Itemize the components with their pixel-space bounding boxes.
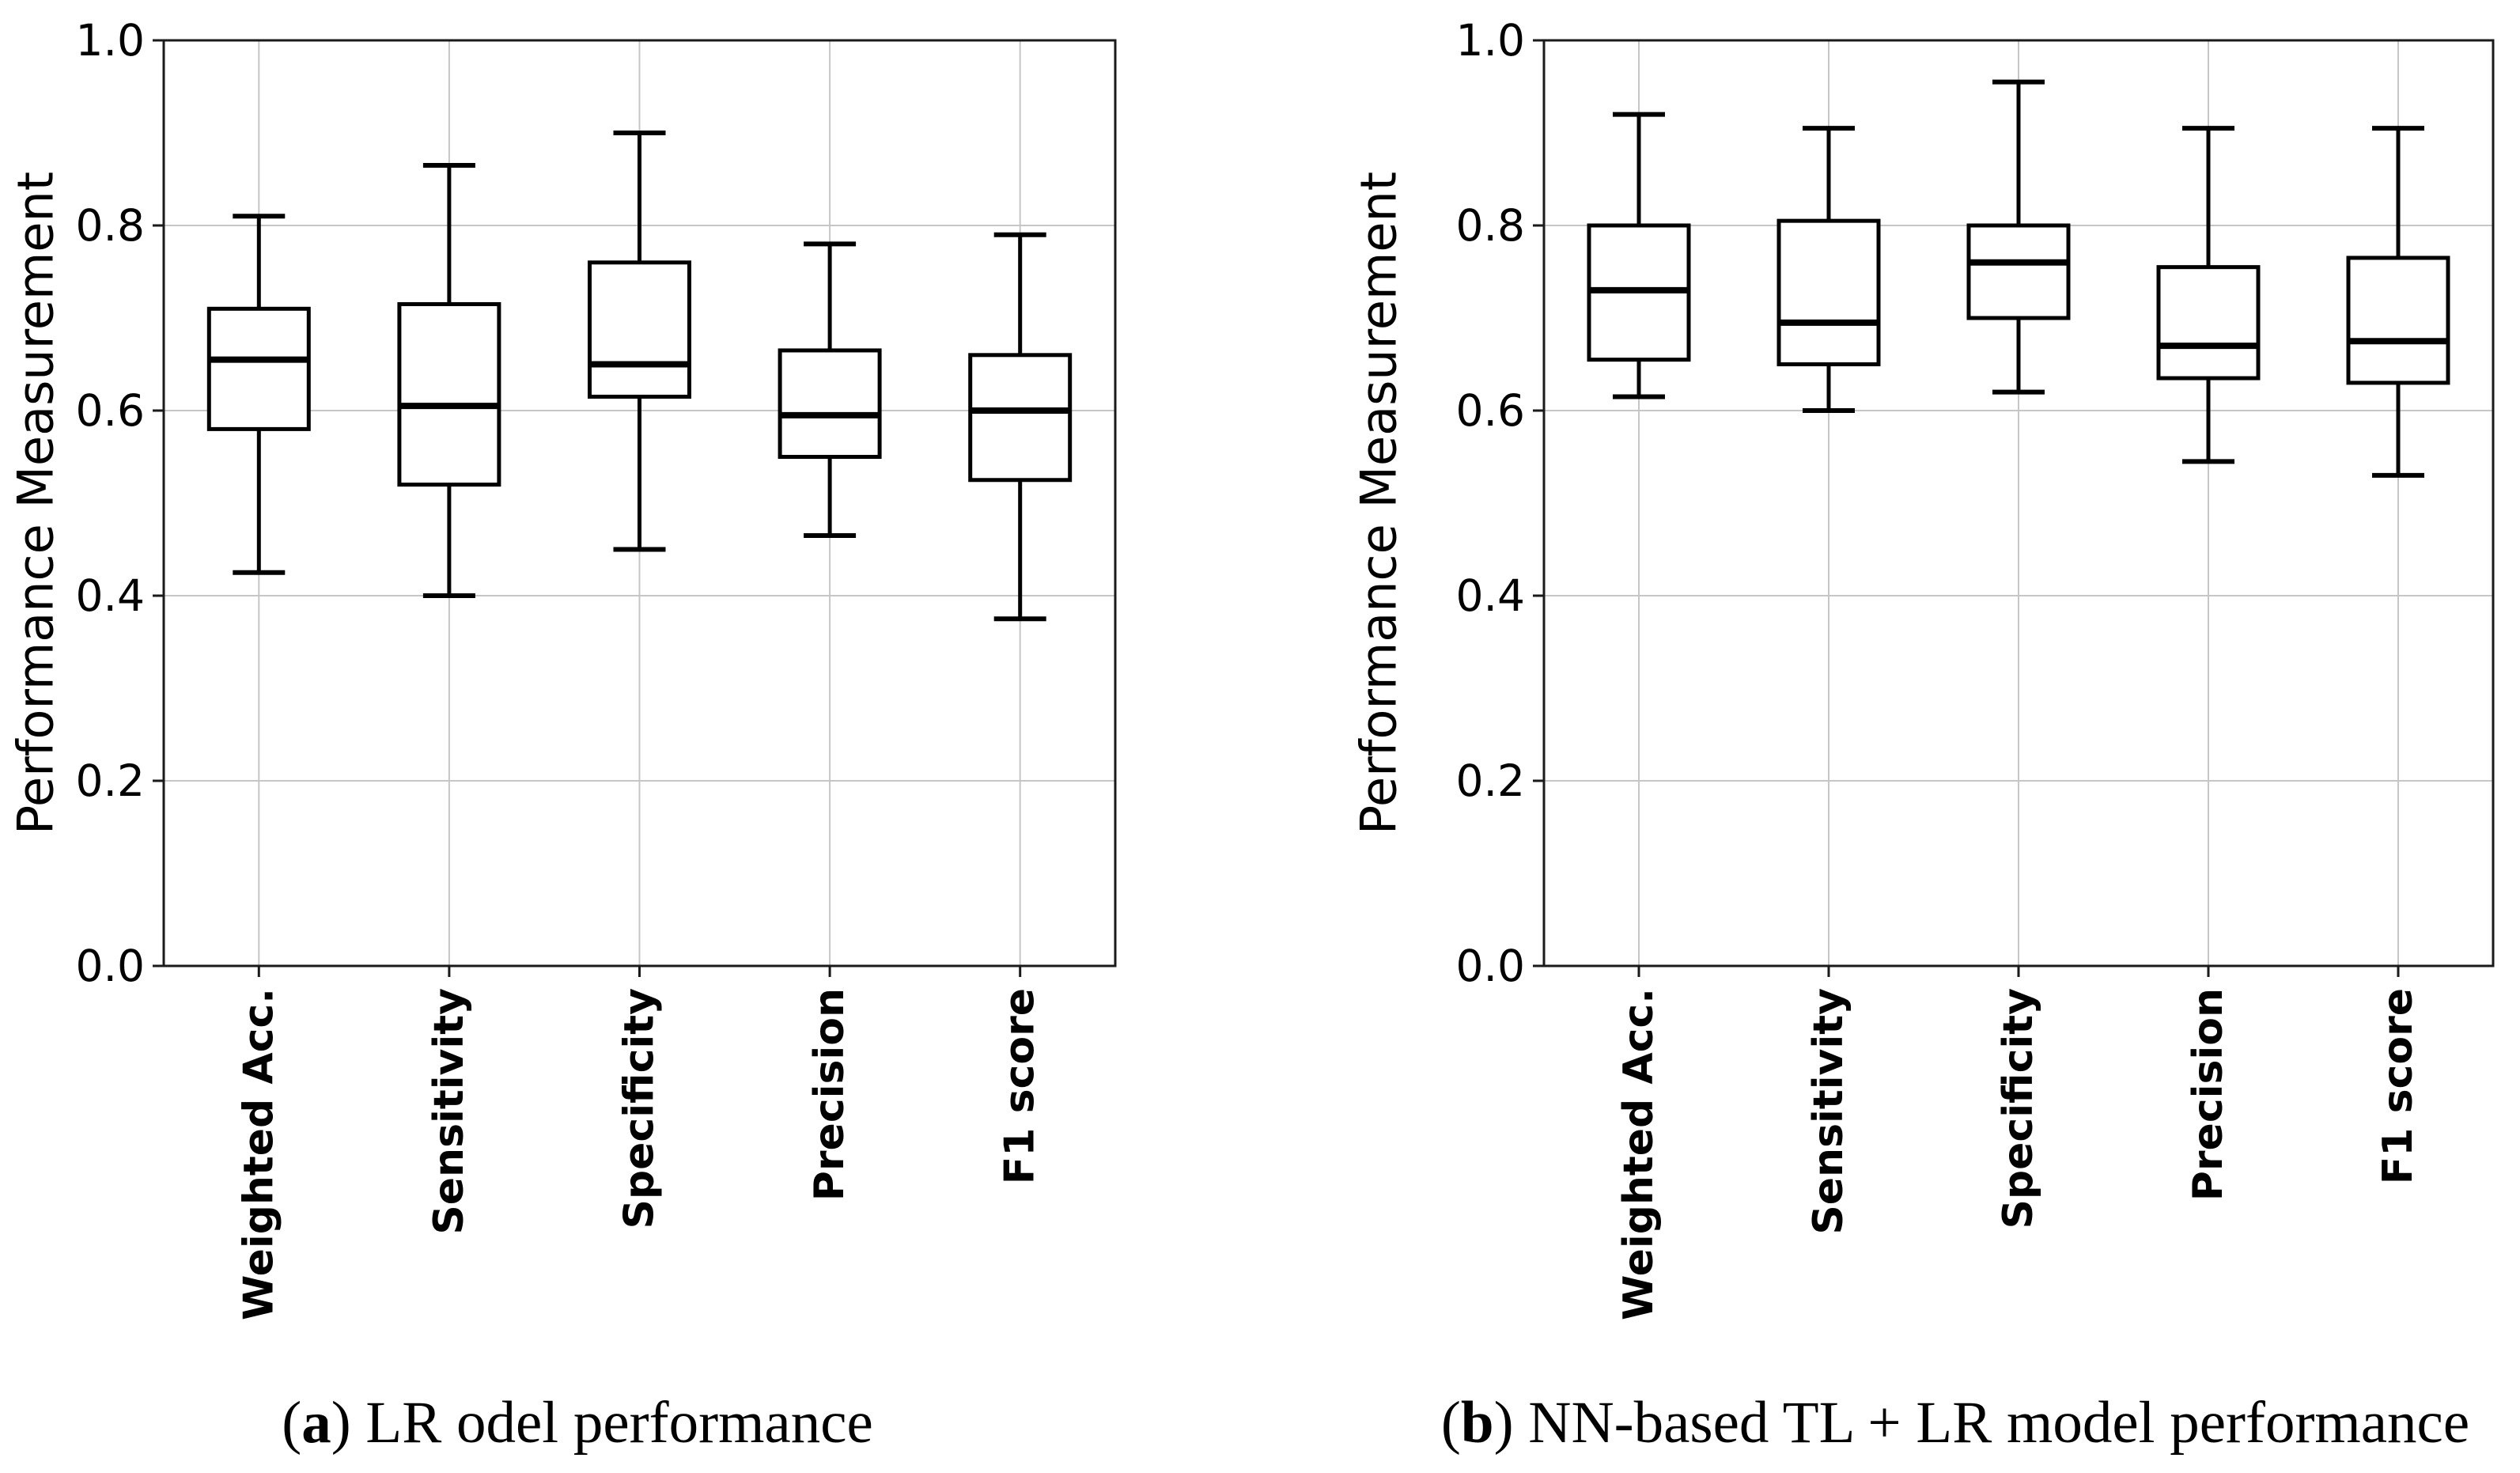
caption-b: (b) NN-based TL + LR model performance: [1386, 1389, 2520, 1457]
x-tick-label-weighted-acc: Weighted Acc.: [235, 988, 282, 1320]
caption-a-text: ) LR odel performance: [331, 1390, 873, 1456]
x-tick-label-precision: Precision: [2185, 988, 2232, 1201]
box-rect-precision: [778, 348, 882, 460]
caption-b-letter: b: [1460, 1390, 1494, 1456]
x-tick-label-precision: Precision: [806, 988, 853, 1201]
y-tick-label: 0.0: [1456, 941, 1525, 991]
caption-b-text: ) NN-based TL + LR model performance: [1493, 1390, 2470, 1456]
box-rect-specificity: [588, 260, 691, 399]
box-rect-specificity: [1966, 223, 2071, 320]
boxplot-b: 0.0 0.2 0.4 0.6 0.8 1.0 Weighted Acc. Sensitivi…: [1350, 15, 2495, 1320]
y-tick-label: 0.6: [76, 385, 145, 436]
caption-a: (a) LR odel performance: [63, 1389, 1092, 1457]
caption-a-letter: a: [301, 1390, 331, 1456]
box-rect-weighted-acc: [206, 306, 311, 431]
y-tick-label: 0.6: [1456, 385, 1525, 436]
y-axis-label: Performance Measurement: [1350, 172, 1408, 835]
y-tick-label: 0.8: [76, 200, 145, 251]
y-tick-label: 0.4: [76, 570, 145, 621]
y-tick-label: 1.0: [1456, 15, 1525, 66]
x-tick-label-f1-score: F1 score: [997, 988, 1044, 1184]
boxplot-a: 0.0 0.2 0.4 0.6 0.8 1.0 Weighted Acc. Sensitivi…: [7, 15, 1117, 1320]
x-tick-label-specificity: Specificity: [616, 988, 664, 1229]
y-tick-label: 0.2: [76, 755, 145, 806]
box-rect-f1-score: [2346, 256, 2450, 385]
caption-b-open: (: [1440, 1390, 1461, 1456]
box-rect-sensitivity: [1776, 218, 1881, 366]
box-rect-f1-score: [968, 353, 1073, 483]
y-axis-label: Performance Measurement: [7, 172, 65, 835]
y-tick-label: 0.8: [1456, 200, 1525, 251]
box-rect-precision: [2156, 265, 2261, 381]
x-tick-label-sensitivity: Sensitivity: [426, 988, 473, 1235]
x-tick-label-f1-score: F1 score: [2374, 988, 2422, 1184]
caption-a-open: (: [282, 1390, 302, 1456]
y-tick-label: 0.2: [1456, 755, 1525, 806]
x-tick-label-specificity: Specificity: [1995, 988, 2042, 1229]
box-rect-sensitivity: [397, 301, 501, 487]
x-tick-label-weighted-acc: Weighted Acc.: [1615, 988, 1663, 1320]
y-tick-label: 0.0: [76, 941, 145, 991]
y-tick-label: 1.0: [76, 15, 145, 66]
y-tick-label: 0.4: [1456, 570, 1525, 621]
x-tick-label-sensitivity: Sensitivity: [1805, 988, 1852, 1235]
